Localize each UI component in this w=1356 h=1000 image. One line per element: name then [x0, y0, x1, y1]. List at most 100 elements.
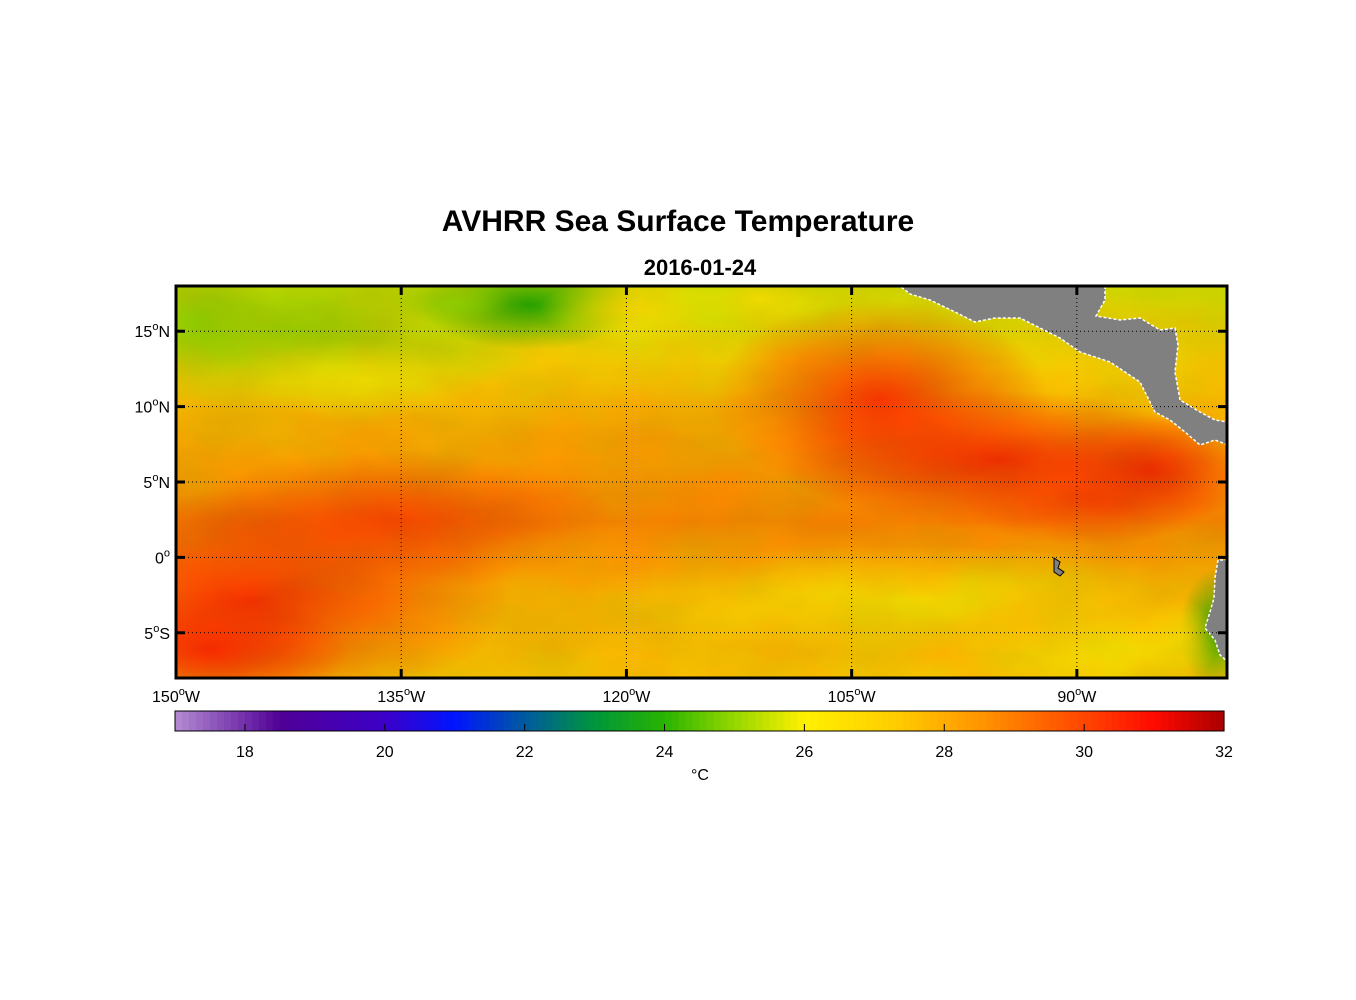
colorbar-tick-label: 18: [236, 744, 254, 761]
colorbar-cell: [461, 711, 470, 731]
colorbar-cell: [524, 711, 533, 731]
colorbar-cell: [181, 711, 190, 731]
colorbar-cell: [384, 711, 393, 731]
colorbar-cell: [1021, 711, 1029, 731]
colorbar-cell: [1105, 711, 1113, 731]
colorbar-cell: [671, 711, 680, 731]
colorbar-cell: [755, 711, 764, 731]
colorbar-cell: [475, 711, 484, 731]
colorbar-cell: [657, 711, 666, 731]
colorbar-cell: [412, 711, 421, 731]
colorbar-cell: [818, 711, 826, 731]
colorbar-cell: [1147, 711, 1155, 731]
colorbar-cell: [265, 711, 274, 731]
colorbar-cell: [699, 711, 708, 731]
colorbar-cell: [797, 711, 805, 731]
colorbar-cell: [1182, 711, 1190, 731]
colorbar-cell: [881, 711, 889, 731]
colorbar-cell: [1203, 711, 1211, 731]
colorbar-cell: [377, 711, 386, 731]
colorbar-cell: [468, 711, 477, 731]
colorbar-cell: [1133, 711, 1141, 731]
colorbar-tick-label: 24: [656, 744, 674, 761]
colorbar-cell: [650, 711, 659, 731]
colorbar-cell: [195, 711, 204, 731]
colorbar-cell: [1035, 711, 1043, 731]
lon-tick-label: 150oW: [152, 686, 201, 706]
colorbar-cell: [342, 711, 351, 731]
colorbar-cell: [314, 711, 323, 731]
colorbar-cell: [1077, 711, 1085, 731]
lat-tick-label: 5oS: [144, 623, 170, 643]
colorbar-cell: [545, 711, 554, 731]
colorbar-cell: [958, 711, 966, 731]
colorbar-cell: [769, 711, 778, 731]
colorbar-cell: [258, 711, 267, 731]
colorbar-cell: [685, 711, 694, 731]
colorbar-cell: [440, 711, 449, 731]
colorbar-cell: [776, 711, 785, 731]
colorbar-cell: [888, 711, 896, 731]
colorbar-cell: [1154, 711, 1162, 731]
colorbar-cell: [1112, 711, 1120, 731]
colorbar-cell: [1007, 711, 1015, 731]
colorbar-cell: [489, 711, 498, 731]
colorbar-cell: [1119, 711, 1127, 731]
colorbar-cell: [741, 711, 750, 731]
colorbar-cell: [272, 711, 281, 731]
colorbar-cell: [1028, 711, 1036, 731]
colorbar-cell: [874, 711, 882, 731]
colorbar-cell: [1196, 711, 1204, 731]
colorbar-cell: [209, 711, 218, 731]
colorbar-cell: [202, 711, 211, 731]
colorbar-cell: [636, 711, 645, 731]
colorbar-cell: [951, 711, 959, 731]
colorbar-cell: [811, 711, 819, 731]
colorbar-cells: [175, 711, 1225, 731]
colorbar-cell: [1161, 711, 1169, 731]
colorbar-cell: [909, 711, 917, 731]
colorbar-cell: [720, 711, 729, 731]
map-title: AVHRR Sea Surface Temperature: [441, 205, 915, 238]
colorbar-cell: [426, 711, 435, 731]
colorbar-cell: [1056, 711, 1064, 731]
colorbar-cell: [335, 711, 344, 731]
colorbar-cell: [867, 711, 875, 731]
colorbar-cell: [531, 711, 540, 731]
colorbar-cell: [1014, 711, 1022, 731]
colorbar-ticks: 18 20 22 24 26 28 30 32: [236, 724, 1233, 761]
map-date: 2016-01-24: [643, 255, 757, 280]
colorbar-cell: [279, 711, 288, 731]
colorbar-cell: [965, 711, 973, 731]
colorbar-cell: [930, 711, 938, 731]
colorbar-cell: [188, 711, 197, 731]
colorbar-cell: [223, 711, 232, 731]
colorbar-cell: [1210, 711, 1218, 731]
central-america-land: [898, 286, 1227, 446]
colorbar-tick-label: 30: [1075, 744, 1093, 761]
colorbar-cell: [804, 711, 812, 731]
colorbar-cell: [762, 711, 771, 731]
colorbar-cell: [1000, 711, 1008, 731]
lat-tick-label: 10oN: [135, 397, 170, 417]
colorbar-cell: [405, 711, 414, 731]
colorbar-cell: [286, 711, 295, 731]
colorbar-cell: [433, 711, 442, 731]
colorbar-cell: [580, 711, 589, 731]
lon-tick-label: 135oW: [377, 686, 426, 706]
colorbar-cell: [993, 711, 1001, 731]
colorbar-cell: [1217, 711, 1225, 731]
colorbar-cell: [825, 711, 833, 731]
lat-tick-label: 5oN: [143, 472, 170, 492]
colorbar: 18 20 22 24 26 28 30 32 °C: [174, 710, 1233, 784]
colorbar-cell: [230, 711, 239, 731]
colorbar-tick-label: 32: [1215, 744, 1233, 761]
lon-tick-label: 120oW: [602, 686, 651, 706]
colorbar-tick-label: 26: [796, 744, 814, 761]
colorbar-cell: [615, 711, 624, 731]
colorbar-cell: [713, 711, 722, 731]
colorbar-cell: [503, 711, 512, 731]
colorbar-cell: [216, 711, 225, 731]
colorbar-cell: [559, 711, 568, 731]
